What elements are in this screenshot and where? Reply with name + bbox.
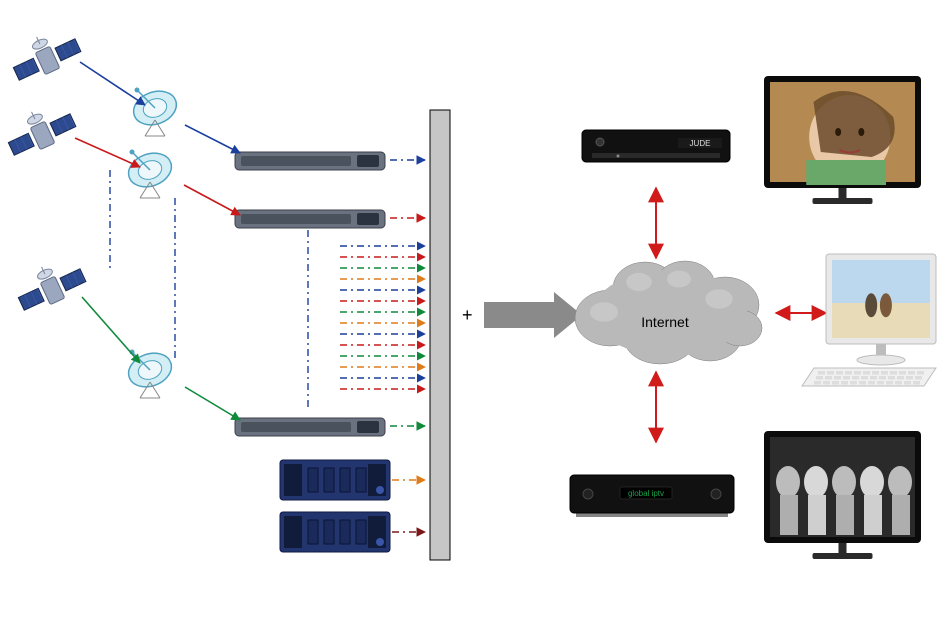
aggregation-bar (430, 110, 450, 560)
settop-box: global iptv (570, 475, 734, 517)
internet-label: Internet (641, 314, 689, 330)
rack-server-large (280, 512, 390, 552)
svg-text:global iptv: global iptv (628, 489, 664, 498)
dish-icon (124, 347, 176, 398)
tv-icon (764, 76, 921, 204)
signal-arrow (185, 125, 240, 153)
satellite-icon (6, 23, 84, 86)
settop-box: JUDE (582, 130, 730, 162)
signal-arrow (82, 297, 140, 363)
satellite-icon (11, 253, 89, 316)
internet-cloud: Internet (575, 261, 762, 364)
plus-label: + (462, 305, 473, 325)
signal-arrow (80, 62, 145, 105)
big-flow-arrow (484, 292, 582, 338)
rack-server-slim (235, 152, 385, 170)
tv-icon (764, 431, 921, 559)
rack-server-slim (235, 210, 385, 228)
dish-icon (129, 85, 181, 136)
rack-server-large (280, 460, 390, 500)
signal-arrow (185, 387, 240, 420)
rack-server-slim (235, 418, 385, 436)
computer-icon (802, 254, 936, 386)
dish-icon (124, 147, 176, 198)
signal-arrow (184, 185, 240, 215)
svg-text:JUDE: JUDE (690, 139, 711, 148)
satellite-icon (1, 98, 79, 161)
